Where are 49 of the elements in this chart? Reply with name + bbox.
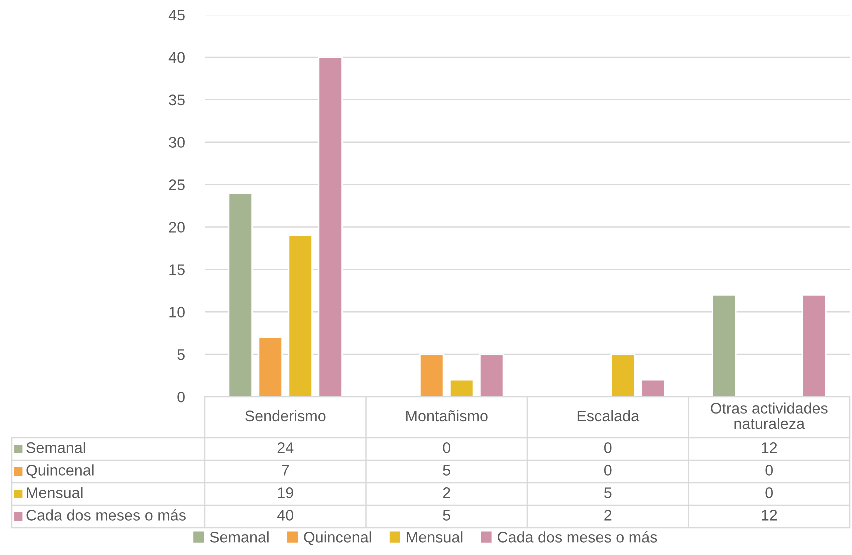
bar	[640, 379, 666, 397]
legend-label: Semanal	[210, 532, 269, 543]
y-tick-label: 40	[168, 52, 185, 64]
x-tick-label: Montañismo	[406, 410, 488, 422]
y-tick-label: 20	[169, 222, 185, 233]
data-label: 24	[278, 442, 294, 454]
text: Quincenal	[26, 464, 94, 479]
data-label: 0	[766, 488, 774, 498]
bar	[258, 336, 284, 397]
bar	[610, 354, 636, 397]
y-tick-label: 5	[178, 350, 185, 360]
data-label: 2	[604, 510, 612, 521]
data-label: 40	[277, 510, 294, 521]
bar	[712, 294, 737, 397]
text: Cada dos meses o más	[26, 509, 186, 521]
data-label: 5	[443, 465, 450, 476]
bar	[419, 354, 444, 397]
x-tick-label: Otras actividades naturaleza	[711, 402, 828, 430]
data-label: 19	[278, 488, 294, 498]
y-tick-label: 30	[169, 137, 185, 148]
bar	[802, 294, 827, 397]
data-label: 7	[282, 465, 290, 476]
x-tick-label: Escalada	[578, 410, 640, 422]
y-tick-label: 10	[170, 306, 185, 318]
x-tick-label: Senderismo	[246, 410, 326, 422]
bar	[449, 379, 474, 397]
data-label: 0	[604, 442, 612, 454]
data-label: 12	[762, 442, 778, 454]
data-label: 0	[443, 442, 451, 454]
y-tick-label: 15	[170, 264, 185, 276]
y-tick-label: 25	[169, 180, 185, 190]
text: Mensual	[27, 487, 83, 498]
bar	[318, 56, 343, 397]
legend-label: Quincenal	[304, 532, 372, 546]
text: Semanal	[26, 442, 86, 454]
data-label: 5	[604, 488, 612, 498]
data-label: 0	[604, 465, 612, 476]
bar	[479, 354, 504, 397]
bar	[228, 192, 254, 397]
data-label: 2	[443, 488, 450, 498]
data-label: 5	[443, 510, 450, 521]
y-tick-label: 0	[178, 392, 185, 403]
y-tick-label: 35	[169, 94, 185, 106]
data-label: 0	[766, 465, 774, 476]
legend-label: Cada dos meses o más	[498, 531, 658, 543]
legend-label: Mensual	[407, 532, 463, 543]
bar	[288, 235, 314, 397]
y-tick-label: 45	[168, 10, 185, 21]
data-label: 12	[762, 510, 778, 521]
